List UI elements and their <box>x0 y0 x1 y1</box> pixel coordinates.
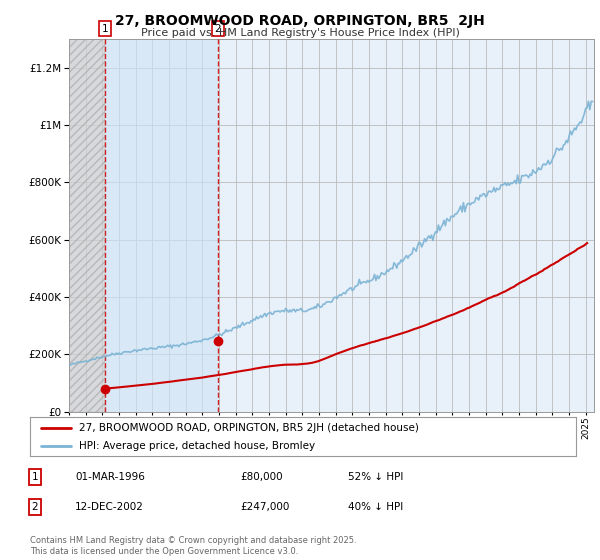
Text: £247,000: £247,000 <box>240 502 289 512</box>
Text: £80,000: £80,000 <box>240 472 283 482</box>
Text: 1: 1 <box>102 24 109 34</box>
Text: HPI: Average price, detached house, Bromley: HPI: Average price, detached house, Brom… <box>79 441 315 451</box>
Text: 01-MAR-1996: 01-MAR-1996 <box>75 472 145 482</box>
Text: 2: 2 <box>214 24 221 34</box>
Text: 2: 2 <box>31 502 38 512</box>
Text: 12-DEC-2002: 12-DEC-2002 <box>75 502 144 512</box>
Text: 27, BROOMWOOD ROAD, ORPINGTON, BR5 2JH (detached house): 27, BROOMWOOD ROAD, ORPINGTON, BR5 2JH (… <box>79 423 419 433</box>
Bar <box>105 39 218 412</box>
Text: 52% ↓ HPI: 52% ↓ HPI <box>348 472 403 482</box>
Text: 27, BROOMWOOD ROAD, ORPINGTON, BR5  2JH: 27, BROOMWOOD ROAD, ORPINGTON, BR5 2JH <box>115 14 485 28</box>
Text: Contains HM Land Registry data © Crown copyright and database right 2025.
This d: Contains HM Land Registry data © Crown c… <box>30 536 356 556</box>
Text: Price paid vs. HM Land Registry's House Price Index (HPI): Price paid vs. HM Land Registry's House … <box>140 28 460 38</box>
Text: 40% ↓ HPI: 40% ↓ HPI <box>348 502 403 512</box>
Bar <box>69 39 105 412</box>
Text: 1: 1 <box>31 472 38 482</box>
